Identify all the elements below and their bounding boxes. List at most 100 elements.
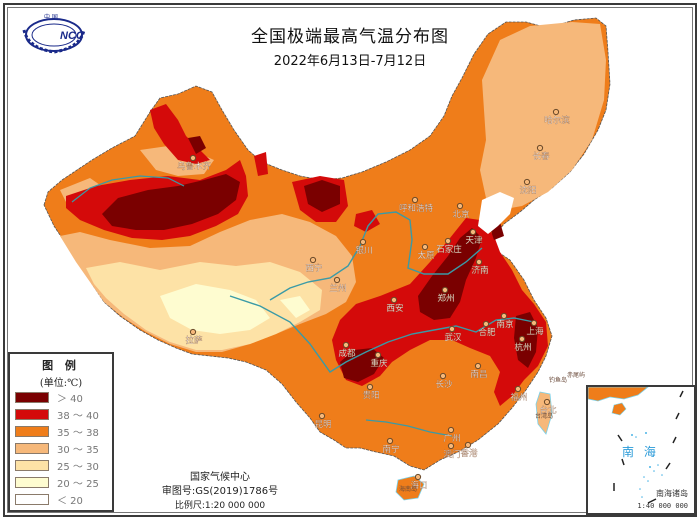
zone-gt40-tarim (102, 174, 240, 230)
legend-swatch (15, 426, 49, 437)
city-marker: 哈尔滨 (544, 108, 570, 126)
city-label: 南宁 (382, 444, 399, 455)
yellow-river (269, 211, 483, 301)
city-dot-icon (447, 442, 455, 450)
city-label: 太原 (417, 250, 434, 261)
city-marker: 天津 (465, 228, 483, 246)
legend-swatch (15, 392, 49, 403)
bohai-sea (478, 192, 514, 234)
island-label: 台湾岛 (535, 412, 553, 420)
city-marker: 长沙 (435, 372, 453, 390)
legend-item: 35 ～ 38 (15, 423, 112, 440)
city-label: 澳门 (443, 449, 460, 460)
city-label: 长春 (532, 151, 550, 162)
city-dot-icon (530, 319, 538, 327)
legend-swatch (15, 494, 49, 505)
city-dot-icon (342, 341, 350, 349)
legend-item: 20 ～ 25 (15, 474, 112, 491)
city-marker: 贵阳 (362, 383, 380, 401)
city-dot-icon (441, 286, 449, 294)
city-marker: 济南 (471, 258, 489, 276)
city-label: 贵阳 (362, 390, 379, 401)
city-marker: 南宁 (382, 437, 400, 455)
inset-map (588, 387, 684, 504)
legend-label: 30 ～ 35 (57, 445, 99, 456)
city-dot-icon (333, 276, 341, 284)
island-label: 赤尾屿 (567, 371, 585, 379)
city-marker: 乌鲁木齐 (177, 154, 212, 172)
city-label: 乌鲁木齐 (177, 161, 212, 172)
city-dot-icon (421, 243, 429, 251)
zone-38-40-yinchuan (354, 210, 380, 232)
city-label: 南昌 (470, 369, 487, 380)
city-label: 北京 (452, 209, 469, 220)
city-dot-icon (475, 258, 483, 266)
city-dot-icon (464, 441, 472, 449)
city-marker: 昆明 (314, 412, 332, 430)
legend-label: ＞ 40 (57, 394, 83, 405)
city-dot-icon (474, 362, 482, 370)
pearl-river (365, 419, 453, 437)
credit-review-number: 审图号:GS(2019)1786号 (161, 486, 279, 497)
city-dot-icon (390, 296, 398, 304)
city-dot-icon (189, 154, 197, 162)
city-dot-icon (411, 196, 419, 204)
credit-organization: 国家气候中心 (190, 472, 250, 483)
city-label: 长沙 (435, 379, 453, 390)
city-label: 西安 (386, 303, 403, 314)
city-dot-icon (447, 426, 455, 434)
zone-gt40-huabei (418, 228, 482, 320)
city-marker: 西安 (386, 296, 404, 314)
city-label: 南京 (496, 319, 513, 330)
city-label: 银川 (355, 245, 372, 256)
city-marker: 西宁 (305, 256, 323, 274)
map-title: 全国极端最高气温分布图 (251, 27, 449, 47)
inset-islands (631, 432, 663, 498)
city-dot-icon (552, 108, 560, 116)
zone-30-35-northeast (480, 22, 606, 210)
city-dot-icon (414, 473, 422, 481)
legend-rows: ＞ 40 38 ～ 40 35 ～ 38 30 ～ 35 25 ～ 30 20 ～ 25 ＜… (10, 389, 112, 508)
yangtze-river (229, 295, 535, 373)
legend-label: 25 ～ 30 (57, 462, 99, 473)
south-china-sea-inset: 南 海 南海诸岛 1:40 000 000 (586, 385, 696, 515)
city-dot-icon (318, 412, 326, 420)
city-label: 济南 (471, 265, 488, 276)
map-frame-inner (7, 7, 693, 513)
city-marker: 海口 (410, 473, 428, 491)
city-marker: 呼和浩特 (399, 196, 434, 214)
city-label: 呼和浩特 (399, 203, 434, 214)
zone-gt40-turpan (188, 136, 206, 154)
city-dot-icon (543, 398, 551, 406)
city-dot-icon (500, 312, 508, 320)
legend-item: 25 ～ 30 (15, 457, 112, 474)
city-marker: 成都 (338, 341, 356, 359)
city-label: 沈阳 (519, 185, 536, 196)
city-marker: 重庆 (370, 351, 388, 369)
city-marker: 北京 (452, 202, 470, 220)
city-label: 兰州 (329, 283, 346, 294)
city-label: 石家庄 (436, 244, 462, 255)
ncc-logo: NCC 中 国 (22, 13, 86, 54)
city-dot-icon (359, 238, 367, 246)
city-marker: 长春 (532, 144, 550, 162)
city-label: 合肥 (478, 327, 496, 338)
city-dot-icon (514, 385, 522, 393)
legend-item: ＞ 40 (15, 389, 112, 406)
city-dot-icon (374, 351, 382, 359)
city-dot-icon (444, 237, 452, 245)
city-label: 昆明 (314, 420, 331, 430)
city-marker: 武汉 (444, 325, 462, 343)
city-dot-icon (523, 178, 531, 186)
city-marker: 银川 (355, 238, 373, 256)
city-label: 香港 (460, 448, 478, 459)
legend-title: 图 例 (42, 359, 80, 372)
city-label: 成都 (338, 348, 356, 359)
inset-dash-line (613, 390, 684, 504)
legend-label: ＜ 20 (57, 496, 83, 507)
city-marker: 沈阳 (519, 178, 537, 196)
city-label: 郑州 (437, 293, 454, 304)
south-china-sea-label: 南 海 (622, 445, 659, 459)
